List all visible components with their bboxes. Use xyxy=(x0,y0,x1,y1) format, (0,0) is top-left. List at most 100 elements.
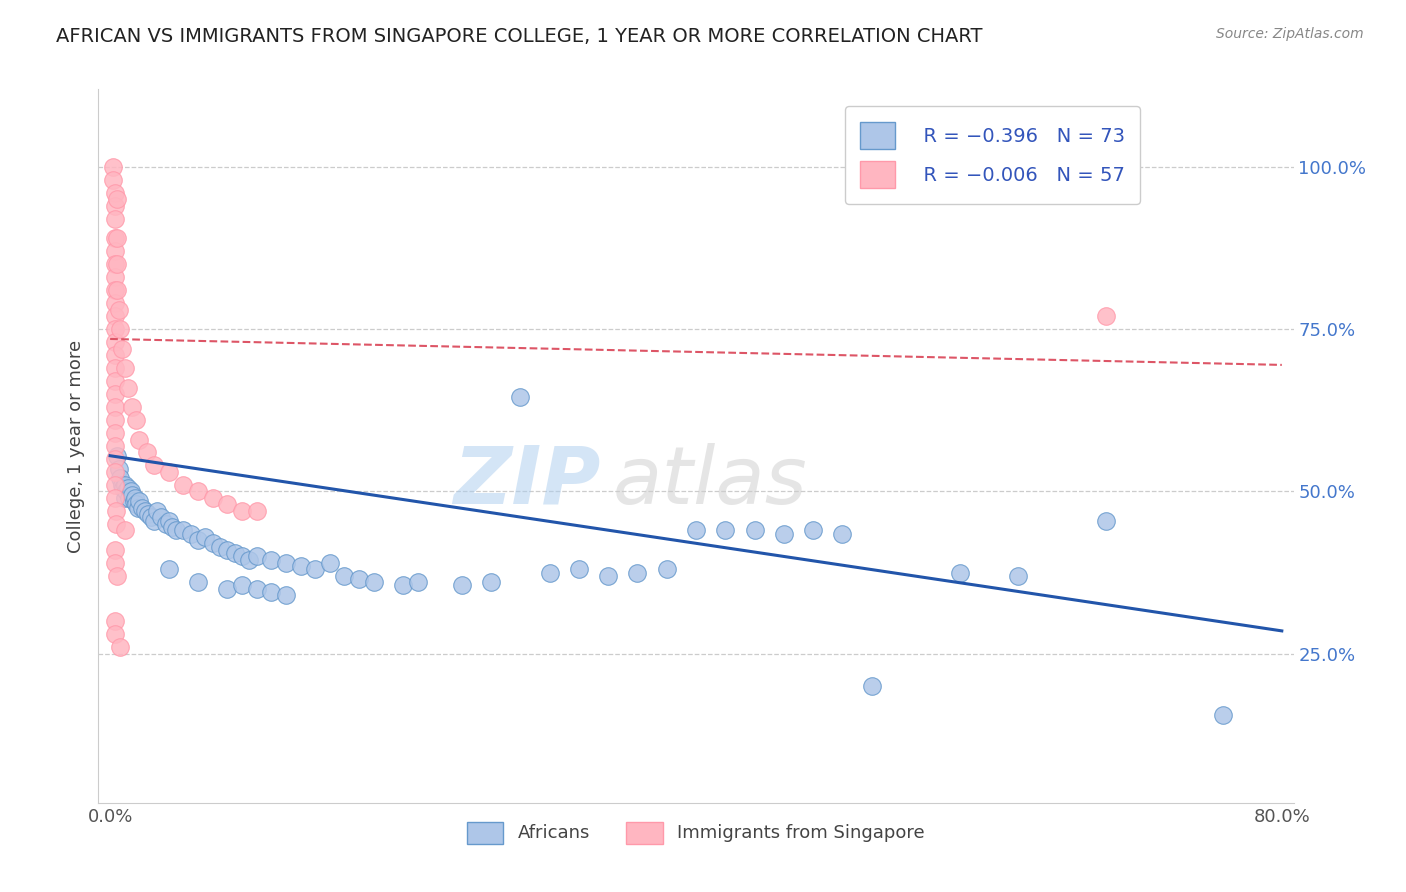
Point xyxy=(110,471,132,485)
Point xyxy=(107,231,129,245)
Point xyxy=(131,500,153,515)
Point xyxy=(744,524,766,538)
Point xyxy=(319,556,342,570)
Point xyxy=(112,481,135,495)
Point xyxy=(157,465,180,479)
Point xyxy=(103,296,125,310)
Point xyxy=(103,400,125,414)
Point xyxy=(150,510,173,524)
Point xyxy=(111,342,134,356)
Point xyxy=(103,478,125,492)
Point xyxy=(103,244,125,259)
Point xyxy=(110,322,132,336)
Point xyxy=(155,516,177,531)
Point xyxy=(172,524,194,538)
Point xyxy=(598,568,620,582)
Point xyxy=(333,568,356,582)
Point xyxy=(103,614,125,628)
Point xyxy=(860,679,883,693)
Point xyxy=(143,458,166,473)
Point xyxy=(246,582,269,596)
Point xyxy=(101,173,124,187)
Point xyxy=(103,374,125,388)
Point xyxy=(107,568,129,582)
Point xyxy=(363,575,385,590)
Point xyxy=(714,524,737,538)
Point xyxy=(141,510,163,524)
Point xyxy=(103,556,125,570)
Point xyxy=(773,526,796,541)
Point xyxy=(1007,568,1029,582)
Y-axis label: College, 1 year or more: College, 1 year or more xyxy=(66,340,84,552)
Point xyxy=(655,562,678,576)
Point xyxy=(107,283,129,297)
Point xyxy=(103,452,125,467)
Point xyxy=(103,335,125,350)
Point xyxy=(479,575,502,590)
Point xyxy=(103,283,125,297)
Point xyxy=(392,578,415,592)
Point xyxy=(406,575,429,590)
Point xyxy=(160,520,183,534)
Point xyxy=(103,270,125,285)
Point xyxy=(157,562,180,576)
Point xyxy=(103,425,125,440)
Point xyxy=(103,211,125,226)
Point xyxy=(304,562,326,576)
Point xyxy=(217,542,239,557)
Point xyxy=(118,491,141,505)
Point xyxy=(103,439,125,453)
Point xyxy=(124,491,146,505)
Point xyxy=(101,160,124,174)
Point xyxy=(685,524,707,538)
Point xyxy=(103,387,125,401)
Point xyxy=(103,231,125,245)
Text: AFRICAN VS IMMIGRANTS FROM SINGAPORE COLLEGE, 1 YEAR OR MORE CORRELATION CHART: AFRICAN VS IMMIGRANTS FROM SINGAPORE COL… xyxy=(56,27,983,45)
Point xyxy=(1212,708,1234,723)
Point xyxy=(103,257,125,271)
Point xyxy=(117,481,139,495)
Point xyxy=(1095,514,1118,528)
Point xyxy=(105,504,128,518)
Point xyxy=(103,348,125,362)
Point xyxy=(194,530,217,544)
Point xyxy=(108,461,131,475)
Point xyxy=(224,546,246,560)
Point xyxy=(127,500,149,515)
Point xyxy=(538,566,561,580)
Point xyxy=(274,556,297,570)
Point xyxy=(187,575,209,590)
Point xyxy=(143,514,166,528)
Point xyxy=(165,524,187,538)
Point xyxy=(217,497,239,511)
Point xyxy=(107,449,129,463)
Point xyxy=(274,588,297,602)
Point xyxy=(157,514,180,528)
Point xyxy=(801,524,824,538)
Point xyxy=(246,549,269,564)
Point xyxy=(290,559,312,574)
Point xyxy=(217,582,239,596)
Point xyxy=(103,413,125,427)
Point xyxy=(103,627,125,641)
Point xyxy=(125,413,148,427)
Point xyxy=(1095,310,1118,324)
Point xyxy=(115,484,138,499)
Point xyxy=(128,433,150,447)
Point xyxy=(114,491,136,505)
Point xyxy=(103,361,125,376)
Point xyxy=(568,562,591,576)
Text: Source: ZipAtlas.com: Source: ZipAtlas.com xyxy=(1216,27,1364,41)
Point xyxy=(136,507,159,521)
Point xyxy=(103,186,125,200)
Point xyxy=(107,257,129,271)
Point xyxy=(201,536,224,550)
Point xyxy=(260,585,283,599)
Point xyxy=(117,381,139,395)
Point xyxy=(114,361,136,376)
Point xyxy=(201,491,224,505)
Text: ZIP: ZIP xyxy=(453,442,600,521)
Point xyxy=(187,533,209,547)
Point xyxy=(134,504,156,518)
Point xyxy=(103,322,125,336)
